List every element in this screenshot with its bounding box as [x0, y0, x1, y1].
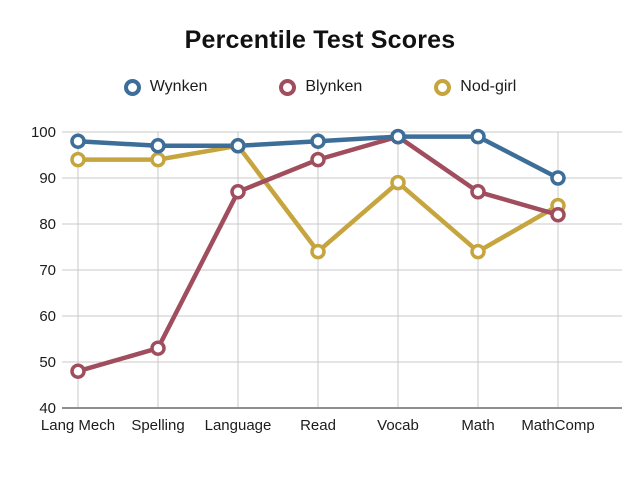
y-tick-label: 60: [39, 308, 56, 325]
legend-item-blynken: Blynken: [279, 78, 362, 96]
legend-marker-icon: [434, 78, 452, 96]
data-point: [70, 151, 86, 168]
x-tick-label: Math: [461, 417, 494, 434]
data-point: [470, 243, 486, 260]
x-tick-label: Vocab: [377, 417, 419, 434]
data-point: [390, 128, 406, 145]
legend-marker-icon: [279, 78, 297, 96]
y-tick-label: 40: [39, 400, 56, 417]
y-tick-label: 80: [39, 216, 56, 233]
data-point: [390, 174, 406, 191]
legend-item-nodgirl: Nod-girl: [434, 78, 516, 96]
data-point: [150, 340, 166, 356]
data-point: [550, 207, 566, 223]
legend-label: Wynken: [149, 78, 208, 95]
data-point: [150, 138, 166, 154]
legend-label: Blynken: [305, 78, 363, 95]
legend-marker-icon: [123, 78, 141, 96]
x-tick-label: MathComp: [521, 417, 594, 434]
legend-label: Nod-girl: [460, 78, 517, 95]
y-tick-label: 90: [39, 170, 56, 187]
chart-title: Percentile Test Scores: [184, 26, 456, 54]
chart-legend: Wynken Blynken Nod-girl: [0, 78, 640, 96]
y-tick-label: 100: [31, 124, 56, 141]
series-markers-wynken: [70, 128, 566, 186]
x-tick-label: Lang Mech: [41, 417, 115, 434]
y-tick-label: 50: [39, 354, 56, 371]
x-tick-label: Language: [205, 417, 272, 434]
data-point: [70, 363, 86, 379]
y-tick-label: 70: [39, 262, 56, 279]
x-axis-labels: Lang Mech Spelling Language Read Vocab Math Ma…: [41, 417, 595, 434]
x-tick-label: Spelling: [131, 417, 184, 434]
legend-item-wynken: Wynken: [123, 78, 208, 96]
data-point: [230, 184, 246, 200]
data-point: [150, 151, 166, 168]
data-point: [470, 128, 486, 145]
data-point: [70, 133, 86, 149]
data-point: [230, 138, 246, 154]
data-point: [310, 243, 326, 260]
data-point: [310, 151, 326, 168]
data-point: [310, 133, 326, 149]
gridlines: [62, 131, 622, 409]
data-point: [550, 170, 566, 186]
y-axis-labels: 40 50 60 70 80 90 100: [31, 124, 56, 417]
x-tick-label: Read: [300, 417, 336, 434]
data-point: [470, 184, 486, 200]
